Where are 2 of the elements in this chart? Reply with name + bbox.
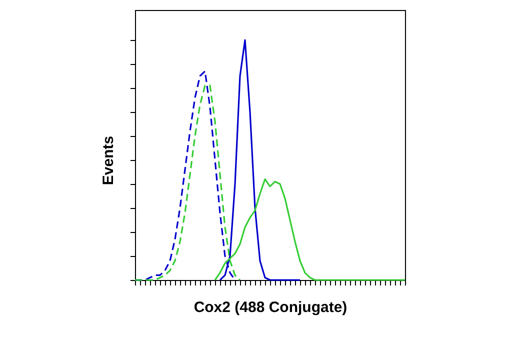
y-axis-title: Events [100, 136, 117, 186]
x-axis-title: Cox2 (488 Conjugate) [194, 299, 348, 316]
